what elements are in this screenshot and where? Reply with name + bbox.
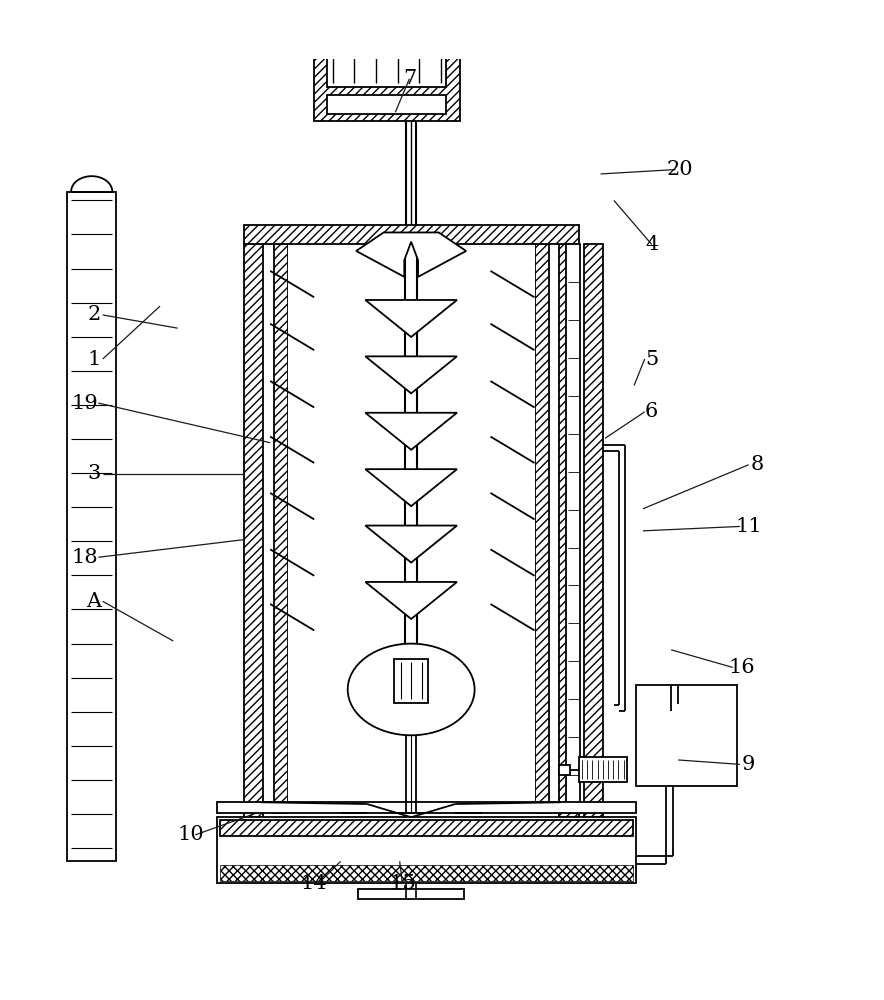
Text: 19: 19 <box>72 394 98 413</box>
Text: 9: 9 <box>742 755 755 774</box>
Polygon shape <box>365 526 457 563</box>
Text: 2: 2 <box>88 305 101 324</box>
Text: 6: 6 <box>645 402 659 421</box>
Bar <box>220 865 633 881</box>
Bar <box>560 244 579 817</box>
Text: 20: 20 <box>667 160 693 179</box>
Bar <box>327 95 446 114</box>
Bar <box>560 765 570 775</box>
Text: 18: 18 <box>72 548 98 567</box>
Text: 11: 11 <box>735 517 762 536</box>
Bar <box>394 659 428 703</box>
Text: 16: 16 <box>728 658 755 677</box>
Polygon shape <box>365 413 457 450</box>
Bar <box>67 192 116 861</box>
Bar <box>579 757 627 782</box>
Bar <box>217 817 636 883</box>
Text: 15: 15 <box>389 874 415 893</box>
Text: 7: 7 <box>403 69 416 88</box>
Bar <box>535 244 549 813</box>
Bar <box>636 685 737 786</box>
Bar <box>274 244 288 813</box>
Text: 5: 5 <box>645 350 659 369</box>
Polygon shape <box>365 582 457 619</box>
Polygon shape <box>365 469 457 506</box>
Text: 14: 14 <box>301 874 328 893</box>
Bar <box>314 46 460 121</box>
Polygon shape <box>365 300 457 337</box>
Bar <box>358 889 464 899</box>
Ellipse shape <box>347 644 475 735</box>
Bar <box>583 244 603 817</box>
Bar <box>244 244 263 817</box>
Bar <box>220 820 633 836</box>
Text: 8: 8 <box>751 455 764 474</box>
Polygon shape <box>365 356 457 393</box>
Polygon shape <box>356 232 466 277</box>
Text: 3: 3 <box>88 464 101 483</box>
Bar <box>567 244 581 813</box>
Text: 4: 4 <box>645 235 659 254</box>
Bar <box>217 802 636 813</box>
Text: 10: 10 <box>178 825 204 844</box>
Text: 1: 1 <box>88 350 101 369</box>
Bar <box>244 225 579 244</box>
Text: A: A <box>87 592 102 611</box>
Bar <box>327 53 446 87</box>
Bar <box>288 244 535 817</box>
